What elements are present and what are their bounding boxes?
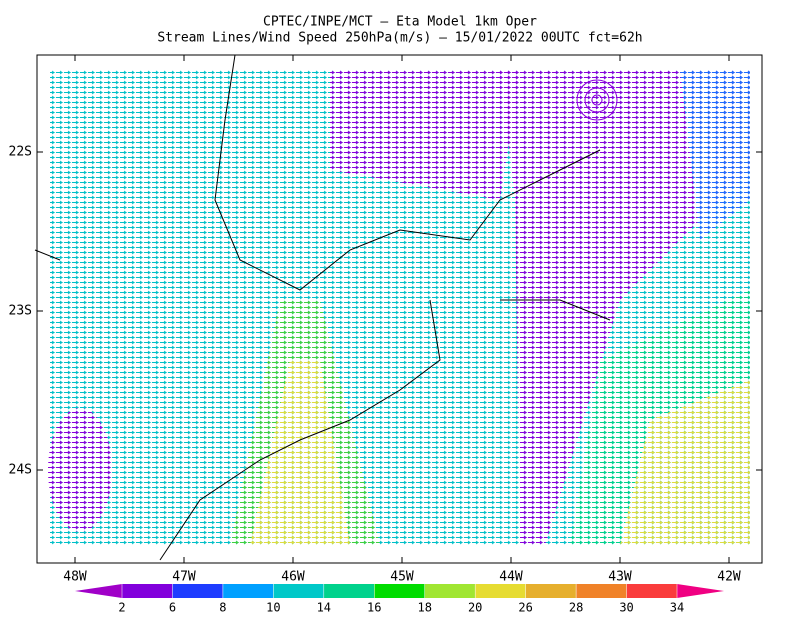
stream-field (48, 70, 750, 545)
lon-label: 44W (499, 570, 523, 585)
lon-label: 42W (717, 570, 741, 585)
colorbar-segment (525, 584, 577, 598)
lon-label: 47W (172, 570, 196, 585)
colorbar-segment (576, 584, 627, 598)
colorbar-extend (75, 584, 122, 598)
colorbar-label: 18 (418, 601, 432, 615)
colorbar-label: 16 (367, 601, 381, 615)
colorbar-label: 10 (266, 601, 280, 615)
lat-label: 24S (9, 463, 32, 478)
colorbar-segment (172, 584, 223, 598)
colorbar-extend (677, 584, 724, 598)
colorbar-segment (122, 584, 173, 598)
colorbar-segment (273, 584, 324, 598)
subtitle: Stream Lines/Wind Speed 250hPa(m/s) — 15… (157, 31, 642, 46)
colorbar-label: 14 (317, 601, 331, 615)
lon-label: 45W (390, 570, 414, 585)
colorbar-label: 30 (619, 601, 633, 615)
colorbar-segment (424, 584, 476, 598)
coastline (34, 54, 611, 561)
colorbar-label: 2 (118, 601, 125, 615)
colorbar-label: 8 (219, 601, 226, 615)
lon-label: 48W (63, 570, 87, 585)
colorbar-segment (626, 584, 677, 598)
map-frame (36, 54, 763, 564)
colorbar-label: 28 (569, 601, 583, 615)
lat-label: 22S (9, 145, 32, 160)
colorbar-segment (475, 584, 526, 598)
axes: 22S 23S 24S 48W 47W 46W 45W 44W 43W 42W (9, 55, 762, 585)
lat-label: 23S (9, 304, 32, 319)
colorbar-label: 34 (670, 601, 684, 615)
colorbar-segment (323, 584, 375, 598)
colorbar-segment (222, 584, 274, 598)
lon-label: 43W (608, 570, 632, 585)
colorbar-segment (374, 584, 425, 598)
title: CPTEC/INPE/MCT — Eta Model 1km Oper (263, 15, 537, 30)
colorbar-label: 26 (518, 601, 532, 615)
colorbar-label: 20 (468, 601, 482, 615)
lon-label: 46W (281, 570, 305, 585)
colorbar-label: 6 (169, 601, 176, 615)
colorbar: 2 6 8 10 14 16 18 20 26 28 30 34 (75, 584, 724, 615)
